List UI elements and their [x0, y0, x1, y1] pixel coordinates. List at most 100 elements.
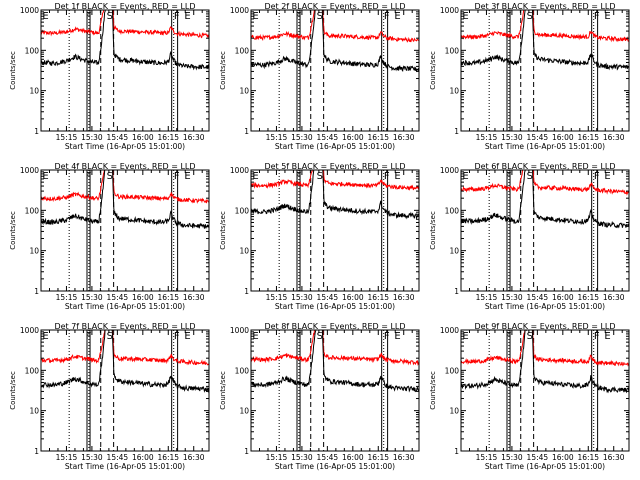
x-tick-label: 16:15 — [367, 133, 389, 142]
x-tick-label: 16:00 — [342, 133, 364, 142]
y-tick-label: 10 — [29, 87, 39, 96]
events-series-line — [461, 10, 629, 71]
panel-det-2: Det 2f BLACK = Events, RED = LLD 1 10 100 10… — [219, 2, 420, 151]
x-tick-label: 16:30 — [603, 133, 625, 142]
panel-title: Det 2f BLACK = Events, RED = LLD — [264, 2, 405, 11]
y-tick-label: 10 — [449, 407, 459, 416]
x-tick-label: 16:30 — [183, 293, 205, 302]
y-axis-label: Counts/sec — [9, 211, 17, 250]
region-label: S — [317, 171, 323, 182]
x-tick-label: 15:30 — [501, 453, 523, 462]
region-label: S — [317, 331, 323, 342]
region-label: F — [384, 171, 390, 182]
y-tick-label: 1 — [244, 287, 249, 296]
x-tick-label: 15:15 — [56, 133, 78, 142]
region-label: E — [42, 11, 48, 22]
x-axis-label: Start Time (16-Apr-05 15:01:00) — [485, 462, 605, 471]
time-markers — [278, 170, 389, 291]
region-label: E — [604, 331, 610, 342]
region-label: E — [42, 171, 48, 182]
x-tick-label: 16:00 — [342, 453, 364, 462]
y-tick-label: 1 — [454, 127, 459, 136]
region-label: F — [384, 331, 390, 342]
time-markers — [488, 330, 599, 451]
region-label: F — [86, 171, 92, 182]
x-tick-label: 16:15 — [157, 453, 179, 462]
region-label: F — [594, 171, 600, 182]
region-label: F — [86, 331, 92, 342]
x-axis-label: Start Time (16-Apr-05 15:01:00) — [485, 142, 605, 151]
x-tick-label: 15:30 — [501, 133, 523, 142]
y-tick-label: 100 — [25, 46, 40, 55]
region-label: F — [296, 331, 302, 342]
panel-title: Det 8f BLACK = Events, RED = LLD — [264, 322, 405, 331]
y-tick-label: 100 — [25, 206, 40, 215]
x-tick-label: 16:15 — [577, 453, 599, 462]
y-tick-label: 100 — [445, 46, 460, 55]
y-tick-label: 1 — [34, 287, 39, 296]
region-label: E — [252, 171, 258, 182]
x-tick-label: 16:30 — [603, 453, 625, 462]
x-tick-label: 15:45 — [317, 453, 339, 462]
region-label: E — [184, 171, 190, 182]
y-axis-label: Counts/sec — [429, 371, 437, 410]
y-axis-label: Counts/sec — [219, 211, 227, 250]
y-tick-label: 1000 — [440, 326, 459, 335]
plot-frame — [460, 169, 630, 292]
series-group — [461, 10, 629, 71]
y-tick-label: 1 — [244, 127, 249, 136]
lld-series-line — [461, 170, 629, 196]
region-label: F — [296, 171, 302, 182]
plot-frame — [460, 329, 630, 452]
region-label: E — [394, 11, 400, 22]
region-label: F — [174, 11, 180, 22]
region-label: F — [506, 171, 512, 182]
events-series-line — [41, 10, 209, 71]
y-tick-label: 1000 — [20, 6, 39, 15]
y-tick-label: 1000 — [230, 6, 249, 15]
y-axis: 1 10 100 1000 Counts/sec — [9, 6, 209, 136]
x-tick-label: 15:30 — [501, 293, 523, 302]
y-axis: 1 10 100 1000 Counts/sec — [429, 326, 629, 456]
y-tick-label: 100 — [445, 366, 460, 375]
x-tick-label: 16:00 — [132, 453, 154, 462]
y-tick-label: 100 — [445, 206, 460, 215]
events-series-line — [41, 170, 209, 229]
lld-series-line — [41, 330, 209, 366]
x-tick-label: 16:00 — [552, 133, 574, 142]
events-series-line — [461, 170, 629, 229]
x-tick-label: 15:30 — [81, 133, 103, 142]
x-tick-label: 16:30 — [183, 133, 205, 142]
region-label: F — [174, 331, 180, 342]
lld-series-line — [251, 330, 419, 366]
region-label: E — [604, 11, 610, 22]
region-label: F — [594, 11, 600, 22]
x-axis-label: Start Time (16-Apr-05 15:01:00) — [65, 302, 185, 311]
x-tick-label: 16:00 — [552, 293, 574, 302]
panel-det-5: Det 5f BLACK = Events, RED = LLD 1 10 100 10… — [219, 162, 420, 311]
panel-title: Det 9f BLACK = Events, RED = LLD — [474, 322, 615, 331]
panel-title: Det 5f BLACK = Events, RED = LLD — [264, 162, 405, 171]
x-tick-label: 15:15 — [56, 293, 78, 302]
y-tick-label: 100 — [25, 366, 40, 375]
x-tick-label: 15:15 — [476, 453, 498, 462]
y-tick-label: 1 — [244, 447, 249, 456]
x-tick-label: 15:30 — [81, 293, 103, 302]
x-tick-label: 15:15 — [56, 453, 78, 462]
y-axis-label: Counts/sec — [219, 51, 227, 90]
x-axis-label: Start Time (16-Apr-05 15:01:00) — [65, 462, 185, 471]
region-label: E — [252, 331, 258, 342]
x-tick-label: 15:45 — [107, 133, 129, 142]
x-tick-label: 16:15 — [577, 133, 599, 142]
panel-title: Det 1f BLACK = Events, RED = LLD — [54, 2, 195, 11]
plot-frame — [250, 329, 420, 452]
x-tick-label: 15:45 — [317, 293, 339, 302]
